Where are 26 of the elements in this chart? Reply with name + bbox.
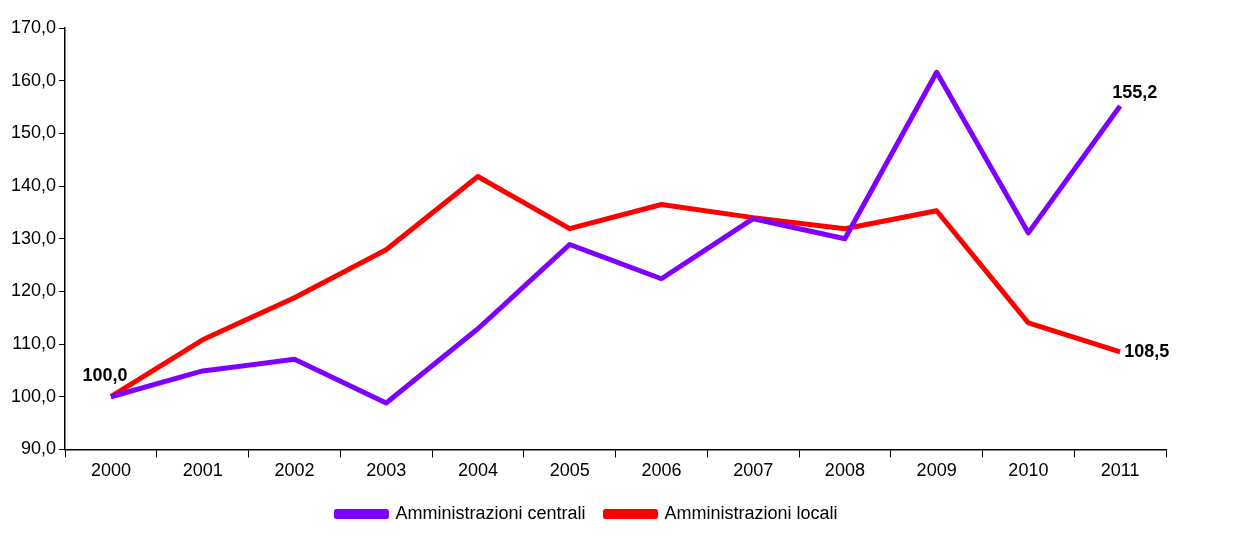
- x-tick-label: 2007: [733, 460, 774, 481]
- annotation: 108,5: [1124, 340, 1170, 361]
- x-tick-label: 2010: [1008, 460, 1049, 481]
- y-tick-label: 170,0: [11, 16, 57, 37]
- legend-label: Amministrazioni centrali: [395, 502, 586, 523]
- x-tick-label: 2008: [824, 460, 865, 481]
- annotation: 155,2: [1112, 81, 1158, 102]
- x-tick-label: 2011: [1100, 460, 1140, 481]
- y-tick-label: 100,0: [11, 385, 57, 406]
- legend-label: Amministrazioni locali: [664, 502, 838, 523]
- y-tick-label: 90,0: [21, 438, 57, 459]
- y-tick-label: 160,0: [11, 69, 57, 90]
- y-tick-label: 130,0: [11, 227, 57, 248]
- annotation: 100,0: [82, 364, 128, 385]
- y-tick-label: 140,0: [11, 174, 57, 195]
- x-tick-label: 2005: [549, 460, 590, 481]
- y-tick-label: 110,0: [12, 333, 57, 354]
- x-tick-label: 2009: [916, 460, 957, 481]
- x-tick-label: 2001: [182, 460, 223, 481]
- y-tick-label: 150,0: [11, 122, 57, 143]
- x-tick-label: 2000: [90, 460, 131, 481]
- y-tick-label: 120,0: [11, 280, 57, 301]
- x-tick-label: 2006: [641, 460, 682, 481]
- x-tick-label: 2002: [274, 460, 315, 481]
- x-tick-label: 2003: [366, 460, 407, 481]
- x-tick-label: 2004: [457, 460, 498, 481]
